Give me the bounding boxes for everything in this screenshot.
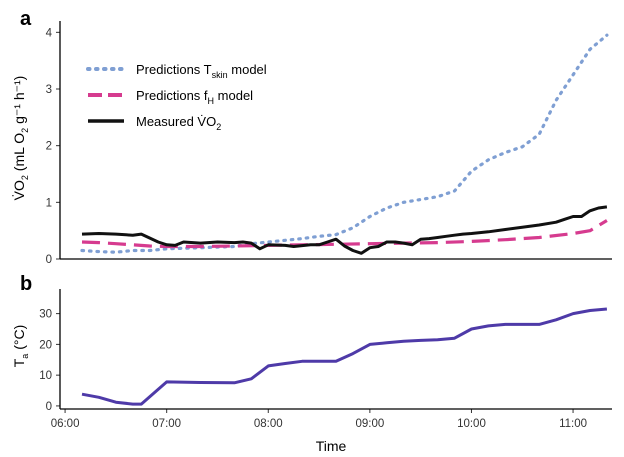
b-series-line-0 — [81, 307, 608, 406]
b-xtick-label: 07:00 — [152, 418, 181, 430]
b-ytick-label: 20 — [39, 339, 52, 351]
panel-b-label: b — [20, 273, 32, 295]
a-ytick-label: 0 — [46, 254, 52, 266]
b-xtick-label: 09:00 — [355, 418, 384, 430]
a-series-line-0 — [80, 33, 609, 254]
legend-label-2: Measured V̇O2 — [136, 114, 221, 132]
panel-a-label: a — [20, 8, 32, 30]
a-ytick-label: 1 — [46, 197, 52, 209]
a-ytick-label: 4 — [46, 27, 53, 39]
panel-a-legend: Predictions Tskin model Predictions fH mo… — [86, 62, 267, 132]
b-ytick-label: 10 — [39, 370, 52, 382]
legend-label-0: Predictions Tskin model — [136, 62, 267, 80]
b-xtick-label: 06:00 — [51, 418, 80, 430]
panel-a-ylabel: V̇O2 (mL O2 g⁻¹ h⁻¹) — [11, 76, 30, 201]
panel-b-ylabel: Ta (°C) — [11, 325, 30, 368]
b-xtick-label: 08:00 — [254, 418, 283, 430]
a-ytick-label: 3 — [46, 84, 52, 96]
b-xtick-label: 11:00 — [559, 418, 587, 430]
panel-b-xlabel: Time — [316, 438, 347, 454]
b-ytick-label: 0 — [46, 401, 52, 413]
panel-b: Ta (°C) 0 10 20 30 06:00 07:00 08:00 09:00 10:0… — [11, 289, 612, 454]
legend-label-1: Predictions fH model — [136, 88, 253, 106]
b-ytick-label: 30 — [39, 309, 52, 321]
panel-a: V̇O2 (mL O2 g⁻¹ h⁻¹) 0 1 2 3 4 Predictions T… — [11, 21, 612, 266]
a-series-line-2 — [81, 205, 608, 255]
a-ytick-label: 2 — [46, 141, 52, 153]
b-xtick-label: 10:00 — [457, 418, 486, 430]
